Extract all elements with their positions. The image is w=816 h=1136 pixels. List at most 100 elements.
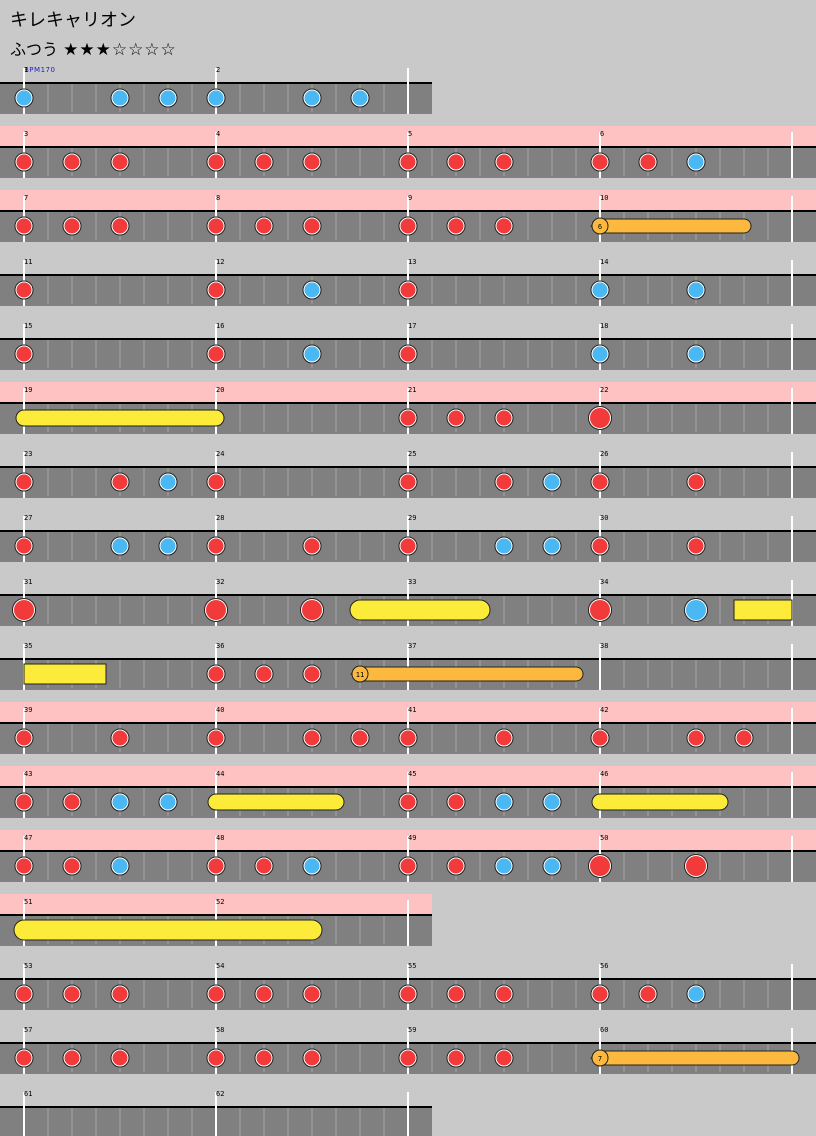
note-face	[64, 794, 80, 810]
balloon-note	[592, 218, 752, 234]
measure-number: 41	[408, 706, 416, 714]
note-face	[304, 346, 320, 362]
note-face	[160, 794, 176, 810]
measure-number: 30	[600, 514, 608, 522]
note-face	[592, 986, 608, 1002]
note-face	[16, 218, 32, 234]
measure-number: 2	[216, 66, 220, 74]
note-face	[686, 600, 706, 620]
chart-row: 35 36 37 38 11	[0, 642, 816, 690]
note-face	[400, 282, 416, 298]
note-face	[304, 154, 320, 170]
measure-number: 57	[24, 1026, 32, 1034]
balloon-head	[591, 1049, 609, 1067]
note-face	[256, 986, 272, 1002]
measure-number: 18	[600, 322, 608, 330]
note-face	[592, 154, 608, 170]
note-face	[592, 346, 608, 362]
measure-number: 13	[408, 258, 416, 266]
note-face	[112, 154, 128, 170]
note-face	[496, 154, 512, 170]
measure-number: 60	[600, 1026, 608, 1034]
note-face	[400, 1050, 416, 1066]
measure-number: 39	[24, 706, 32, 714]
chart-row: 23 24 25 26	[0, 450, 816, 498]
note-face	[16, 474, 32, 490]
note-face	[112, 90, 128, 106]
measure-number: 38	[600, 642, 608, 650]
balloon-note	[352, 666, 584, 682]
note-face	[16, 346, 32, 362]
chart-row: 43 44 45 46	[0, 766, 816, 818]
note-face	[448, 410, 464, 426]
note-face	[256, 858, 272, 874]
measure-number: 40	[216, 706, 224, 714]
measure-number: 25	[408, 450, 416, 458]
note-face	[496, 986, 512, 1002]
balloon-count: 7	[598, 1055, 602, 1063]
note-face	[448, 1050, 464, 1066]
note-face	[590, 408, 610, 428]
note-face	[590, 856, 610, 876]
drumroll-note	[207, 793, 345, 811]
measure-number: 5	[408, 130, 412, 138]
note-face	[592, 474, 608, 490]
measure-number: 17	[408, 322, 416, 330]
measure-number: 1	[24, 66, 28, 74]
note-face	[736, 730, 752, 746]
measure-number: 34	[600, 578, 608, 586]
note-face	[64, 986, 80, 1002]
note-face	[208, 218, 224, 234]
measure-number: 53	[24, 962, 32, 970]
note-face	[160, 474, 176, 490]
chart-row: 11 12 13 14	[0, 258, 816, 306]
note-face	[400, 730, 416, 746]
measure-number: 21	[408, 386, 416, 394]
balloon-note	[592, 1050, 800, 1066]
note-face	[208, 986, 224, 1002]
note-face	[208, 858, 224, 874]
measure-number: 62	[216, 1090, 224, 1098]
note-face	[590, 600, 610, 620]
chart-row: 27 28 29 30	[0, 514, 816, 562]
measure-number: 37	[408, 642, 416, 650]
note-face	[544, 474, 560, 490]
balloon-head	[351, 665, 369, 683]
note-face	[64, 154, 80, 170]
measure-number: 28	[216, 514, 224, 522]
note-face	[592, 538, 608, 554]
note-face	[304, 282, 320, 298]
note-face	[16, 538, 32, 554]
balloon-head	[591, 217, 609, 235]
note-face	[448, 218, 464, 234]
note-face	[688, 730, 704, 746]
note-face	[208, 474, 224, 490]
note-face	[256, 218, 272, 234]
measure-number: 19	[24, 386, 32, 394]
note-face	[64, 858, 80, 874]
measure-number: 32	[216, 578, 224, 586]
measure-number: 22	[600, 386, 608, 394]
note-face	[448, 154, 464, 170]
note-face	[304, 858, 320, 874]
measure-number: 47	[24, 834, 32, 842]
measure-number: 50	[600, 834, 608, 842]
measure-number: 20	[216, 386, 224, 394]
note-face	[544, 858, 560, 874]
note-face	[304, 986, 320, 1002]
measure-number: 46	[600, 770, 608, 778]
note-face	[448, 858, 464, 874]
note-face	[496, 730, 512, 746]
note-face	[208, 666, 224, 682]
note-face	[496, 794, 512, 810]
measure-number: 58	[216, 1026, 224, 1034]
note-face	[206, 600, 226, 620]
note-face	[400, 474, 416, 490]
chart-row: 19 20 21 22	[0, 382, 816, 434]
balloon-count: 11	[356, 671, 364, 679]
note-face	[400, 538, 416, 554]
note-face	[640, 986, 656, 1002]
note-face	[256, 666, 272, 682]
note-face	[304, 666, 320, 682]
note-face	[16, 986, 32, 1002]
